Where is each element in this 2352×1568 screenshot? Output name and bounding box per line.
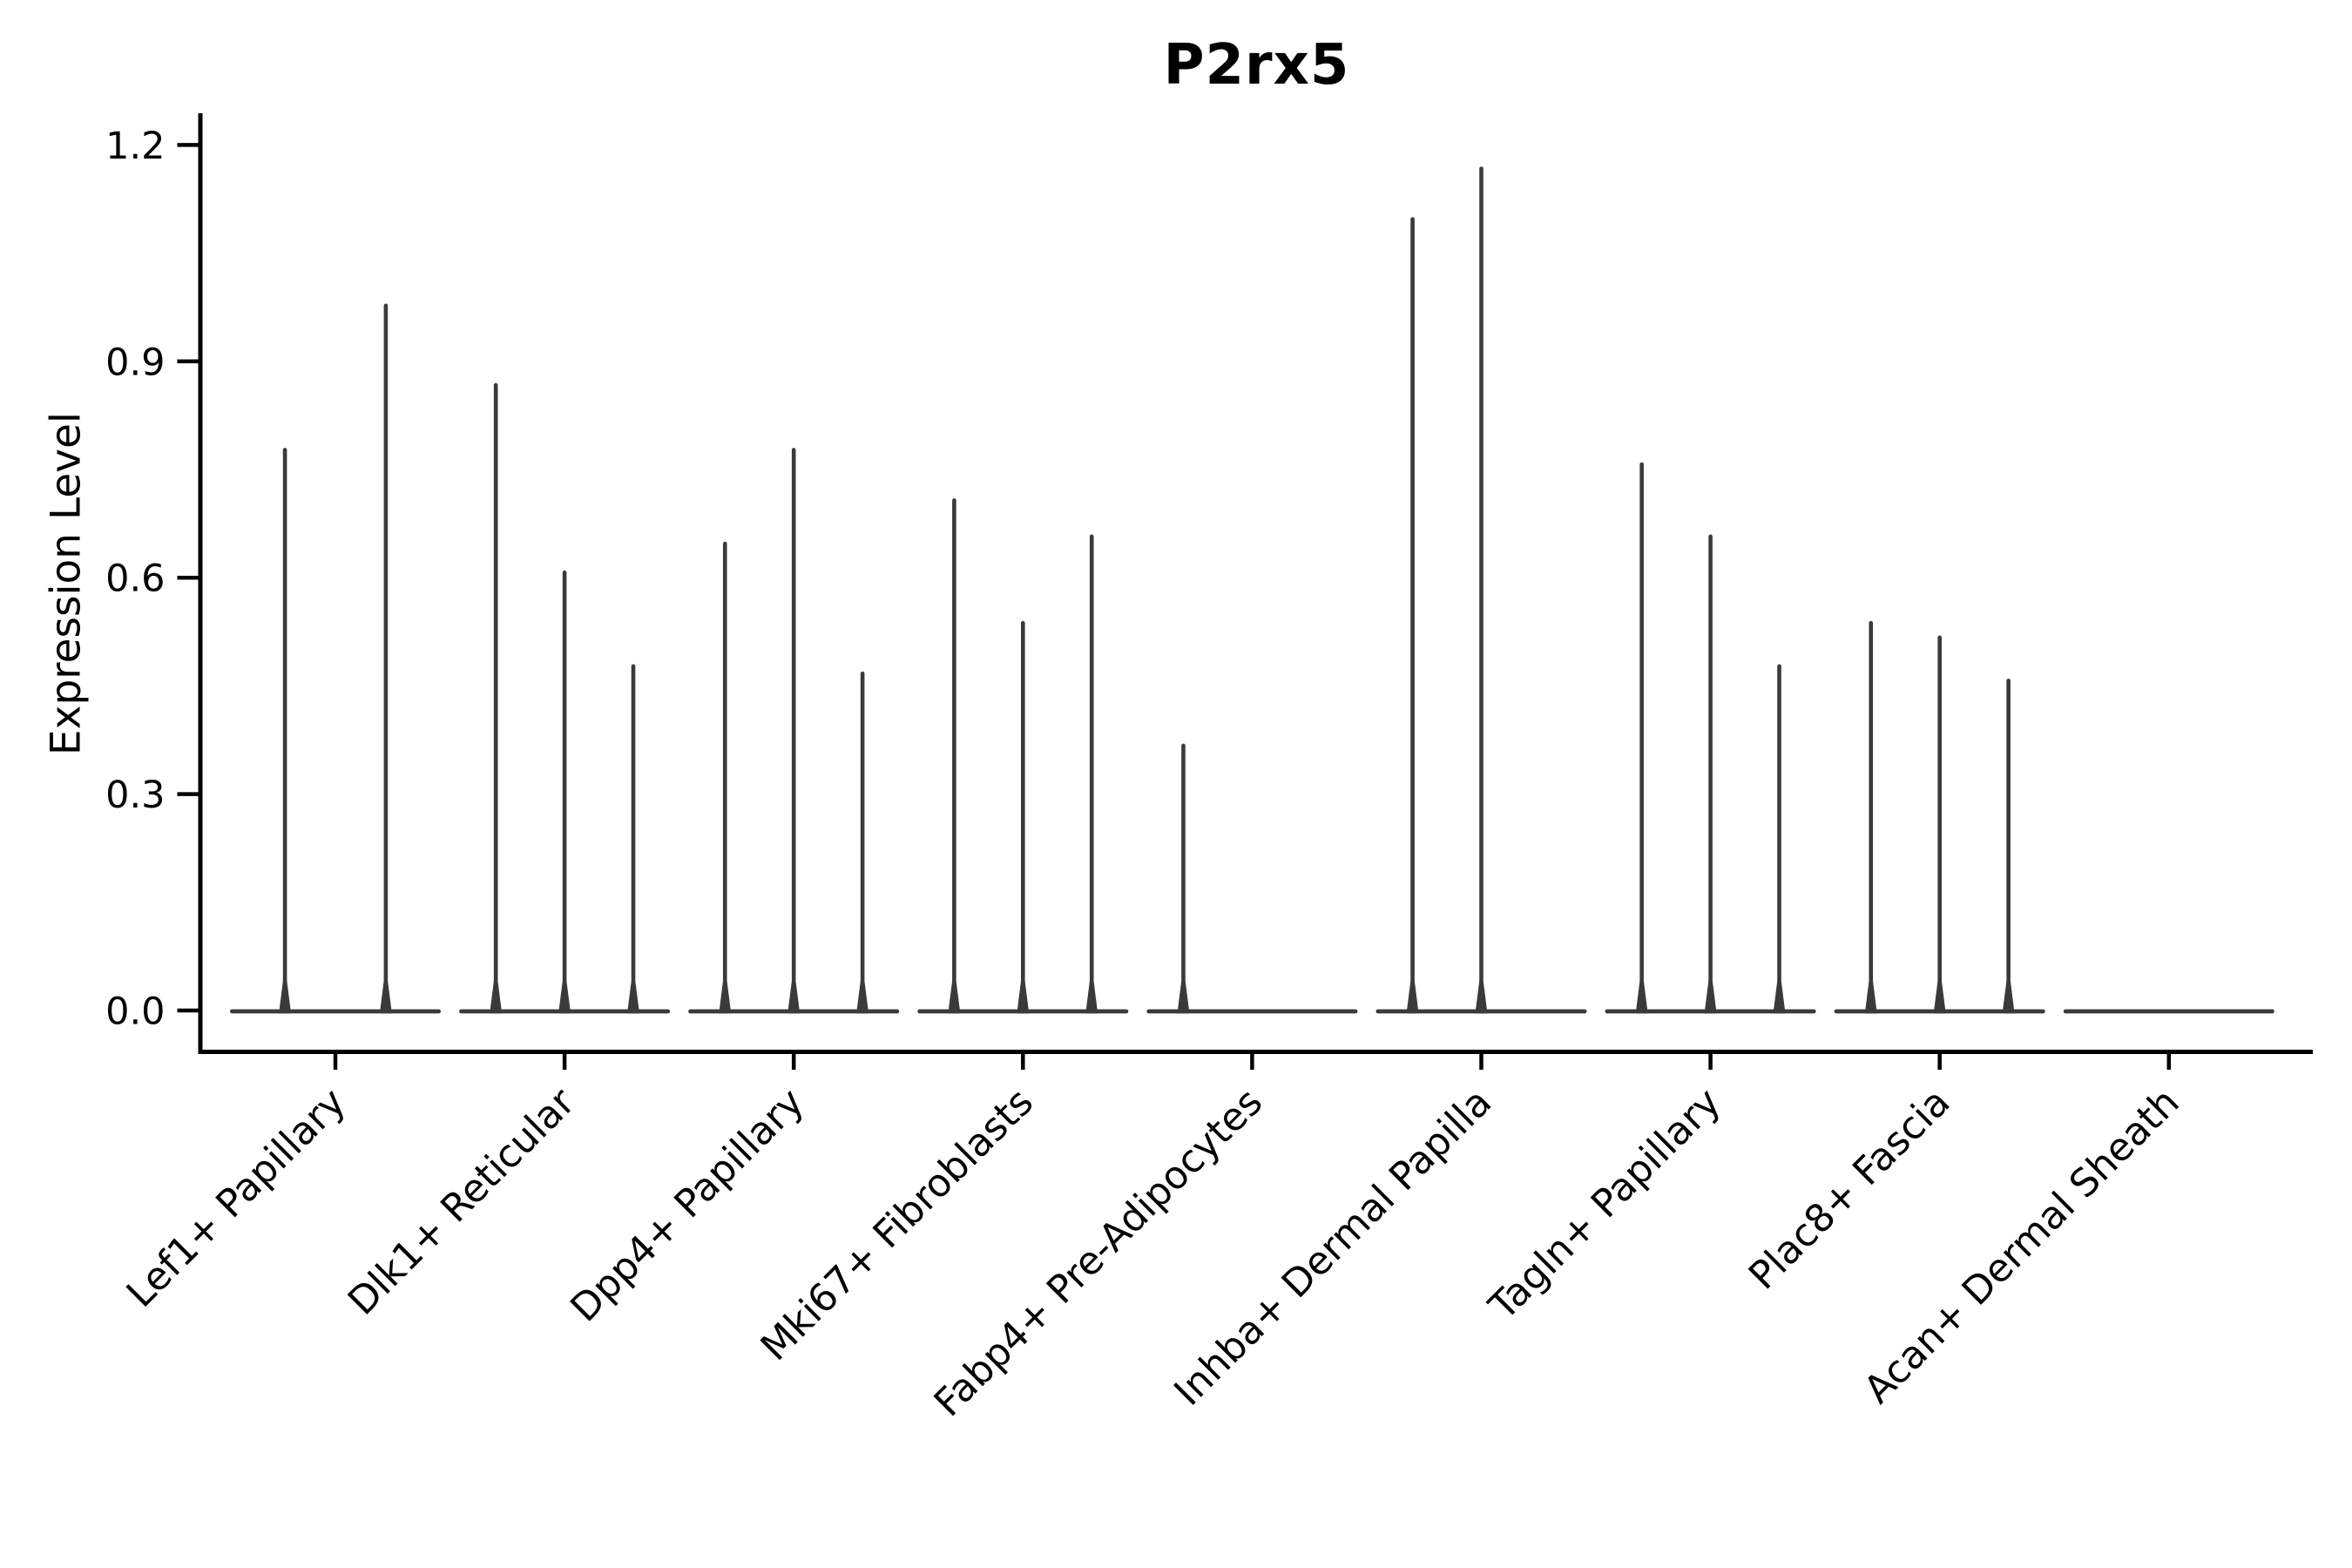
- y-tick: [177, 575, 199, 580]
- y-tick: [177, 792, 199, 796]
- category-label: Tagln+ Papillary: [1480, 1080, 1729, 1329]
- y-tick-label: 0.6: [105, 558, 165, 601]
- y-axis-spine: [198, 113, 203, 1054]
- x-tick: [1250, 1054, 1254, 1070]
- violin-baseline: [1146, 1009, 1358, 1014]
- y-tick: [177, 143, 199, 147]
- x-tick: [1021, 1054, 1025, 1070]
- y-tick-label: 0.3: [105, 774, 165, 817]
- category-label: Plac8+ Fascia: [1740, 1080, 1959, 1299]
- x-tick: [791, 1054, 796, 1070]
- x-tick: [562, 1054, 567, 1070]
- x-tick: [333, 1054, 338, 1070]
- x-tick: [1937, 1054, 1942, 1070]
- x-tick: [1708, 1054, 1713, 1070]
- plot-title: P2rx5: [1163, 33, 1350, 98]
- x-axis-spine: [198, 1050, 2313, 1054]
- y-tick-label: 0.9: [105, 341, 165, 384]
- violin-baseline: [2063, 1009, 2274, 1014]
- x-tick: [1479, 1054, 1484, 1070]
- category-label: Dlk1+ Reticular: [340, 1079, 585, 1324]
- y-tick: [177, 359, 199, 364]
- category-label: Dpp4+ Papillary: [562, 1080, 813, 1331]
- y-tick: [177, 1008, 199, 1013]
- y-tick-label: 0.0: [105, 990, 165, 1033]
- violin-baseline: [230, 1009, 441, 1014]
- category-label: Lef1+ Papillary: [118, 1080, 355, 1316]
- x-tick: [2166, 1054, 2172, 1070]
- y-tick-label: 1.2: [105, 125, 165, 168]
